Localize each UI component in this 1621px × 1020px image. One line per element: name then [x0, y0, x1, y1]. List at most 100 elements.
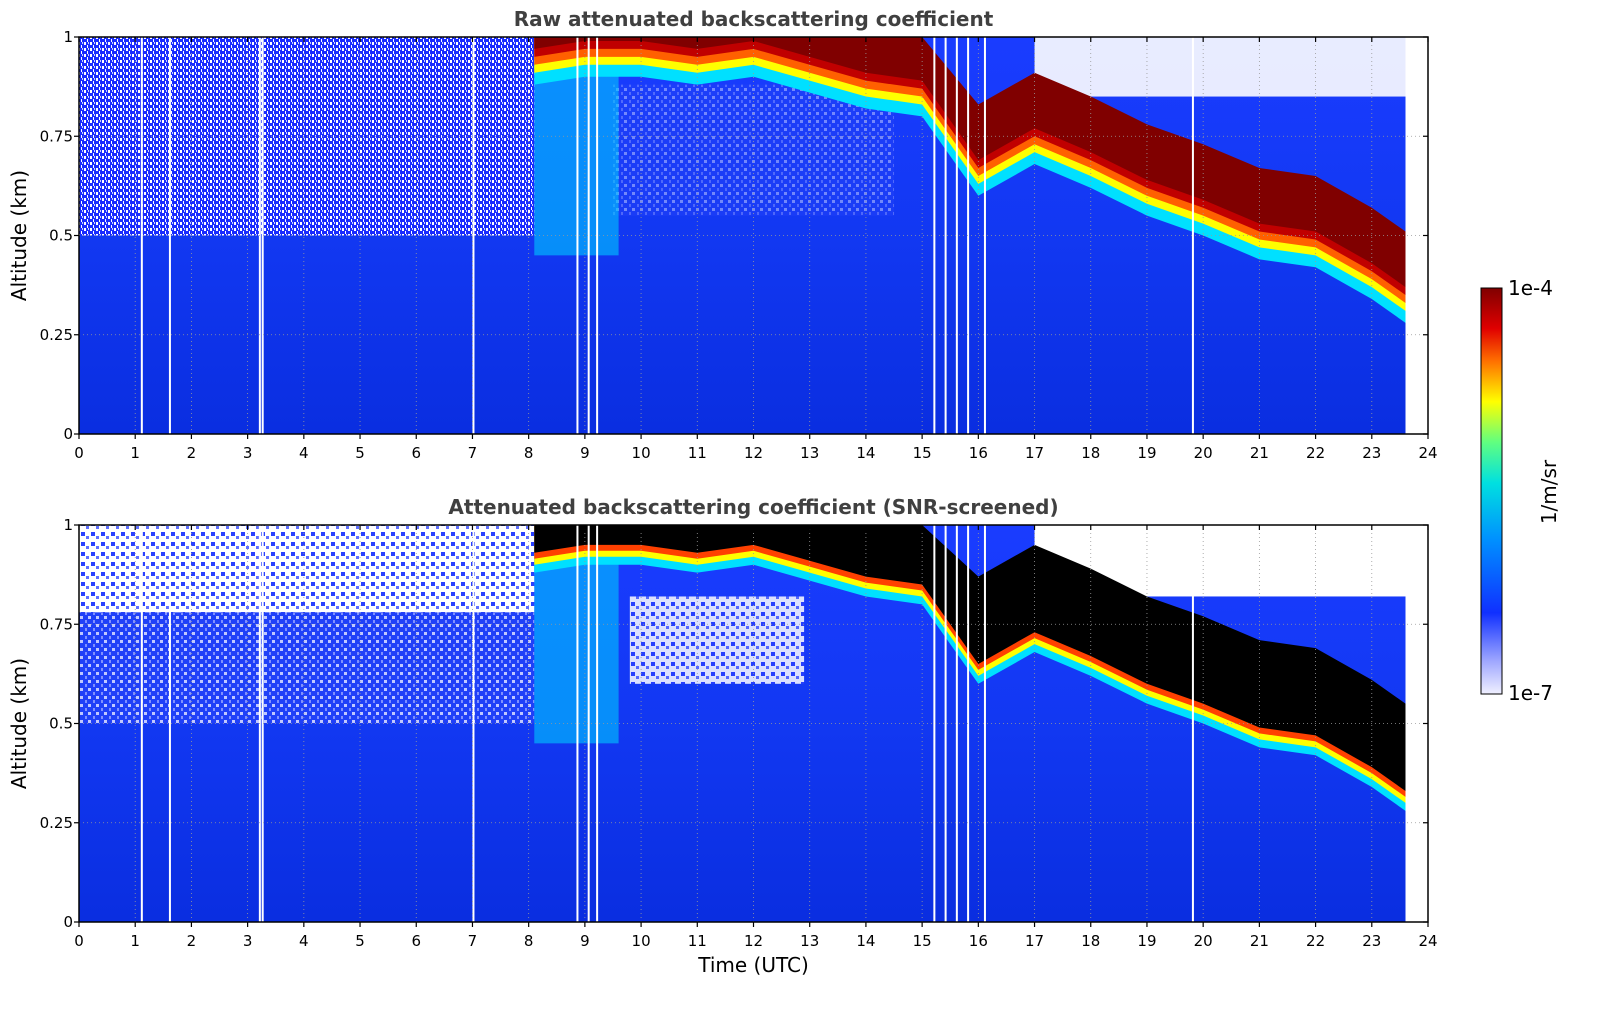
x-tick-label: 12 [744, 444, 763, 462]
y-tick-label: 0.75 [40, 127, 73, 145]
data-gap [933, 37, 936, 434]
data-gap [1191, 525, 1194, 922]
grid [79, 525, 1428, 922]
colorbar-gradient [1480, 287, 1503, 695]
x-tick-label: 1 [130, 932, 140, 950]
x-tick-label: 2 [187, 932, 197, 950]
colorbar-max-label: 1e-4 [1508, 276, 1553, 300]
data-gap [944, 525, 947, 922]
y-tick-label: 0.75 [40, 615, 73, 633]
y-tick-label: 0.25 [40, 814, 73, 832]
x-tick-label: 3 [243, 932, 253, 950]
data-gap [587, 525, 590, 922]
colorbar: 1e-4 1e-7 1/m/sr [1480, 276, 1561, 705]
y-tick-label: 1 [63, 28, 73, 46]
x-tick-label: 3 [243, 444, 253, 462]
x-tick-label: 10 [632, 932, 651, 950]
data-gap [472, 525, 475, 922]
y-tick-label: 1 [63, 516, 73, 534]
x-tick-label: 11 [688, 444, 707, 462]
data-gap [261, 525, 264, 922]
x-tick-label: 4 [299, 444, 309, 462]
noise-region [79, 37, 535, 236]
x-tick-label: 4 [299, 932, 309, 950]
x-tick-label: 1 [130, 444, 140, 462]
x-tick-label: 23 [1362, 932, 1381, 950]
data-gap [168, 525, 171, 922]
data-gap [596, 37, 599, 434]
data-gap [472, 37, 475, 434]
screened-region [79, 525, 535, 613]
data-gap [596, 525, 599, 922]
data-gap [140, 525, 143, 922]
data-gap [576, 525, 579, 922]
data-gap [944, 37, 947, 434]
cloud-band-1 [534, 37, 1406, 311]
x-tick-label: 21 [1250, 932, 1269, 950]
x-tick-label: 17 [1025, 932, 1044, 950]
data-gap [140, 37, 143, 434]
colorbar-label: 1/m/sr [1537, 459, 1561, 524]
heatmap-field [79, 37, 1406, 434]
x-tick-label: 5 [355, 932, 365, 950]
data-gap [933, 525, 936, 922]
data-gap [576, 37, 579, 434]
y-tick-label: 0 [63, 425, 73, 443]
x-tick-label: 5 [355, 444, 365, 462]
x-tick-label: 17 [1025, 444, 1044, 462]
x-tick-label: 10 [632, 444, 651, 462]
x-tick-label: 8 [524, 932, 534, 950]
x-tick-label: 24 [1418, 932, 1437, 950]
x-axis-label: Time (UTC) [697, 953, 809, 977]
data-gap [261, 37, 264, 434]
x-tick-label: 14 [856, 932, 875, 950]
cloud-band-4 [534, 37, 1406, 288]
x-tick-label: 13 [800, 932, 819, 950]
x-tick-label: 14 [856, 444, 875, 462]
cloud-band-0 [534, 37, 1406, 323]
x-tick-label: 19 [1137, 932, 1156, 950]
clear-sky-region [1034, 37, 1406, 97]
y-tick-label: 0.5 [49, 227, 73, 245]
x-tick-label: 13 [800, 444, 819, 462]
x-tick-label: 20 [1194, 932, 1213, 950]
x-tick-label: 20 [1194, 444, 1213, 462]
x-tick-label: 16 [969, 444, 988, 462]
heatmap-field [79, 525, 1406, 922]
data-gap [983, 525, 986, 922]
x-tick-label: 22 [1306, 444, 1325, 462]
chart-title: Raw attenuated backscattering coefficien… [514, 7, 994, 31]
colorbar-min-label: 1e-7 [1508, 681, 1553, 705]
x-tick-label: 16 [969, 932, 988, 950]
data-gap [955, 37, 958, 434]
data-gap [1191, 37, 1194, 434]
x-tick-label: 2 [187, 444, 197, 462]
raw-backscatter-panel: 0 1 2 3 4 5 6 7 8 9 10 11 12 13 14 15 16 17 18 19 20 21 22 23 24… [7, 7, 1438, 462]
data-gap [967, 37, 970, 434]
y-tick-label: 0 [63, 913, 73, 931]
x-tick-label: 7 [468, 444, 478, 462]
data-gap [587, 37, 590, 434]
snr-screened-panel: 0 1 2 3 4 5 6 7 8 9 10 11 12 13 14 15 16 17 18 19 20 21 22 23 24… [7, 495, 1438, 977]
x-tick-label: 0 [74, 932, 84, 950]
cloud-band-3 [534, 525, 1406, 791]
x-tick-label: 11 [688, 932, 707, 950]
x-tick-label: 22 [1306, 932, 1325, 950]
x-tick-label: 19 [1137, 444, 1156, 462]
x-tick-label: 9 [580, 444, 590, 462]
x-tick-label: 0 [74, 444, 84, 462]
data-gap [983, 37, 986, 434]
y-tick-label: 0.5 [49, 715, 73, 733]
x-tick-label: 12 [744, 932, 763, 950]
data-gap [955, 525, 958, 922]
cloud-band-1 [534, 525, 1406, 803]
x-tick-label: 9 [580, 932, 590, 950]
data-gap [967, 525, 970, 922]
data-gap [168, 37, 171, 434]
x-tick-label: 15 [913, 444, 932, 462]
x-tick-label: 21 [1250, 444, 1269, 462]
y-axis-label: Altitude (km) [7, 170, 31, 301]
x-tick-label: 6 [411, 444, 421, 462]
x-tick-label: 15 [913, 932, 932, 950]
y-axis-label: Altitude (km) [7, 658, 31, 789]
